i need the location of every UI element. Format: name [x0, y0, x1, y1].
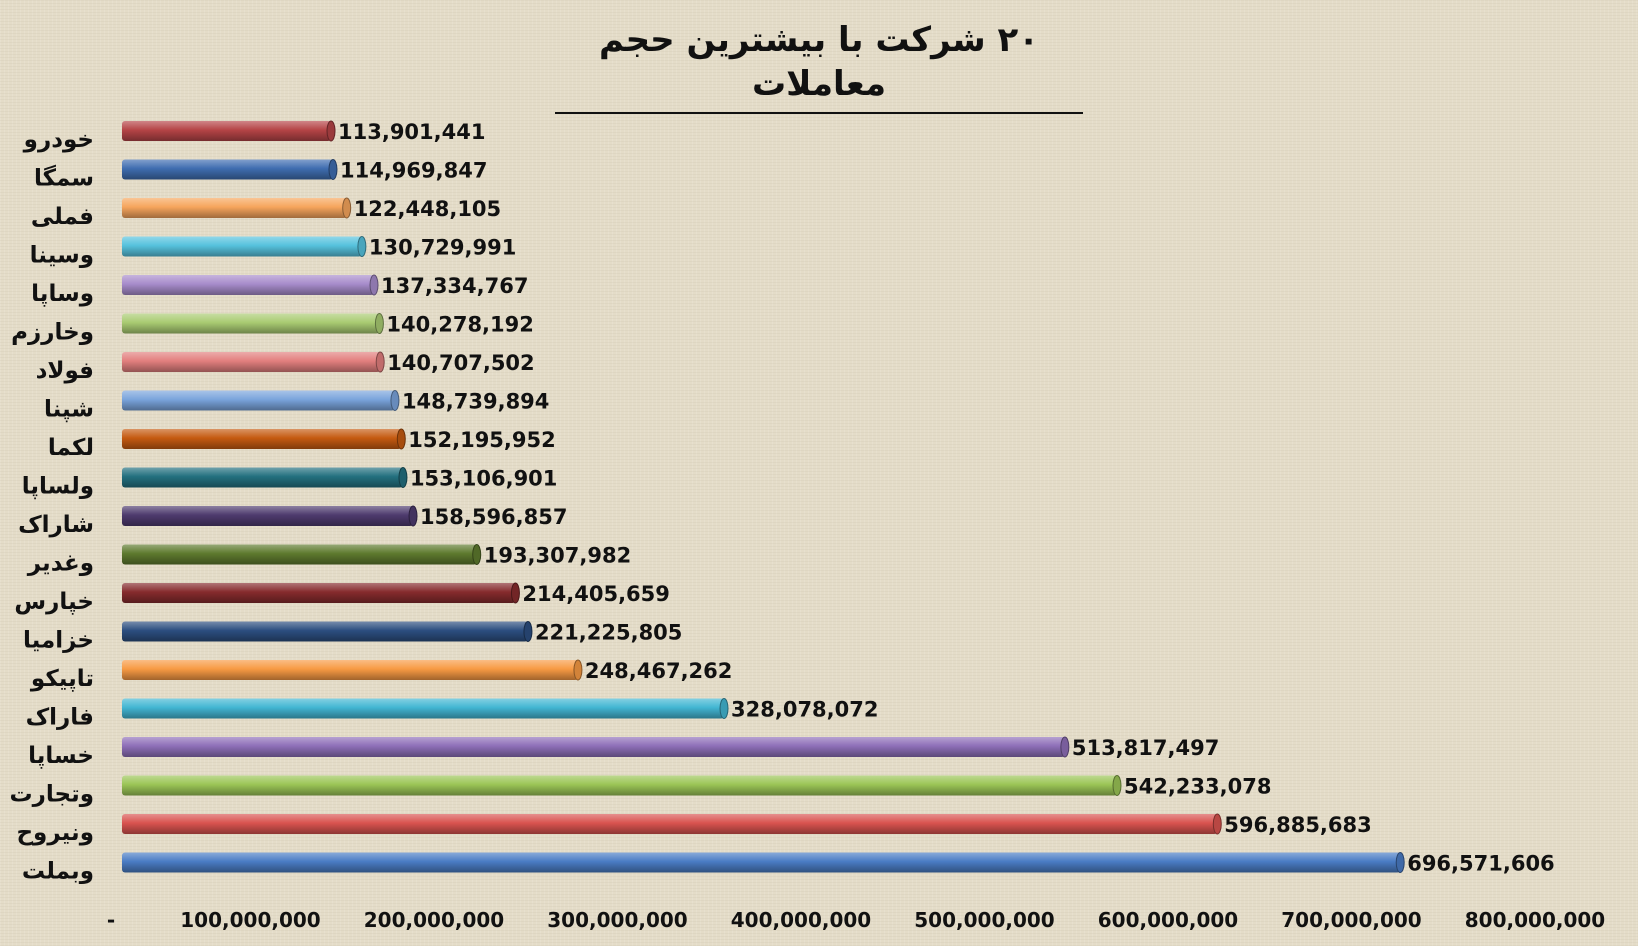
- category-label: وتجارت: [10, 782, 95, 808]
- value-label: 137,334,767: [381, 274, 528, 298]
- value-label: 513,817,497: [1072, 736, 1219, 760]
- bar-cap-3: [342, 197, 352, 219]
- category-label: خودرو: [23, 127, 94, 153]
- x-tick-label: 800,000,000: [1465, 908, 1605, 932]
- bar-cap-5: [369, 274, 379, 296]
- bar-14: [122, 621, 528, 642]
- category-label: خپارس: [14, 589, 94, 615]
- bar-5: [122, 275, 375, 295]
- x-axis-ticks: - 100,000,000 200,000,000 300,000,000 400,00…: [107, 908, 1605, 932]
- bar-cap-14: [523, 621, 533, 642]
- chart-title: ۲۰ شرکت با بیشترین حجم معاملات: [555, 18, 1083, 114]
- value-label: 596,885,683: [1224, 813, 1371, 837]
- value-label: 130,729,991: [369, 236, 516, 260]
- bar-8: [122, 390, 395, 411]
- category-label: وبملت: [22, 859, 94, 885]
- x-tick-label: 300,000,000: [547, 908, 687, 932]
- value-label: 122,448,105: [354, 197, 501, 221]
- bar-12: [122, 544, 477, 565]
- bar-cap-7: [375, 351, 385, 373]
- bar-cap-13: [510, 582, 520, 604]
- value-label: 542,233,078: [1124, 775, 1271, 799]
- category-label: ولساپا: [22, 474, 94, 500]
- category-label: لکما: [48, 435, 94, 461]
- value-label: 114,969,847: [340, 159, 487, 183]
- x-tick-label: -: [107, 908, 115, 932]
- category-label: خساپا: [28, 743, 94, 769]
- bar-3: [122, 198, 347, 218]
- bar-cap-4: [357, 236, 367, 257]
- bar-cap-16: [719, 698, 729, 719]
- bar-cap-18: [1112, 775, 1122, 796]
- x-tick-label: 100,000,000: [180, 908, 320, 932]
- bar-20: [122, 852, 1401, 873]
- value-label: 328,078,072: [731, 698, 878, 722]
- category-label: شپنا: [44, 397, 94, 423]
- value-label: 148,739,894: [402, 390, 549, 414]
- bar-7: [122, 352, 381, 372]
- bar-cap-15: [573, 659, 583, 681]
- category-label: وسینا: [30, 243, 94, 269]
- bar-11: [122, 506, 414, 526]
- bars-layer: [122, 120, 1405, 873]
- value-label: 696,571,606: [1407, 852, 1554, 876]
- bar-19: [122, 814, 1218, 834]
- x-tick-label: 400,000,000: [731, 908, 871, 932]
- value-label: 113,901,441: [338, 120, 485, 144]
- bar-10: [122, 467, 403, 488]
- bar-cap-6: [374, 313, 384, 334]
- bar-15: [122, 660, 578, 680]
- bar-cap-8: [390, 390, 400, 411]
- category-label: ونیروح: [16, 820, 94, 846]
- category-label: شاراک: [18, 512, 94, 538]
- x-tick-label: 600,000,000: [1098, 908, 1238, 932]
- x-tick-label: 700,000,000: [1281, 908, 1421, 932]
- bar-cap-17: [1060, 736, 1070, 758]
- category-labels: خودرو سمگا فملی وسینا وساپا وخارزم فولاد شپنا لک…: [10, 127, 95, 885]
- bar-cap-9: [396, 428, 406, 450]
- category-label: وساپا: [31, 281, 94, 307]
- category-label: وغدیر: [27, 551, 94, 577]
- bar-cap-10: [398, 467, 408, 488]
- bar-17: [122, 737, 1065, 757]
- value-label: 214,405,659: [522, 582, 669, 606]
- x-tick-label: 200,000,000: [364, 908, 504, 932]
- value-label: 221,225,805: [535, 621, 682, 645]
- category-label: فولاد: [36, 358, 94, 384]
- value-label: 153,106,901: [410, 467, 557, 491]
- value-labels: 113,901,441 114,969,847 122,448,105 130,729…: [338, 120, 1555, 876]
- value-label: 158,596,857: [420, 505, 567, 529]
- value-label: 140,278,192: [386, 313, 533, 337]
- value-label: 152,195,952: [408, 428, 555, 452]
- bar-13: [122, 583, 516, 603]
- bar-6: [122, 313, 380, 334]
- category-label: فاراک: [26, 705, 94, 731]
- value-label: 193,307,982: [484, 544, 631, 568]
- x-tick-label: 500,000,000: [914, 908, 1054, 932]
- category-label: تاپیکو: [30, 666, 94, 692]
- bar-cap-2: [328, 159, 338, 180]
- bar-18: [122, 775, 1117, 796]
- bar-4: [122, 236, 362, 257]
- value-label: 140,707,502: [387, 351, 534, 375]
- bar-cap-12: [472, 544, 482, 565]
- bar-cap-1: [326, 120, 336, 142]
- category-label: خزامیا: [23, 628, 94, 654]
- value-label: 248,467,262: [585, 659, 732, 683]
- bar-16: [122, 698, 725, 719]
- bar-1: [122, 121, 332, 141]
- bar-9: [122, 429, 402, 449]
- bar-2: [122, 159, 333, 180]
- bar-cap-20: [1395, 852, 1405, 873]
- category-label: فملی: [31, 204, 94, 230]
- category-label: وخارزم: [11, 320, 94, 346]
- bar-cap-19: [1212, 813, 1222, 835]
- bar-cap-11: [408, 505, 418, 527]
- category-label: سمگا: [34, 165, 94, 192]
